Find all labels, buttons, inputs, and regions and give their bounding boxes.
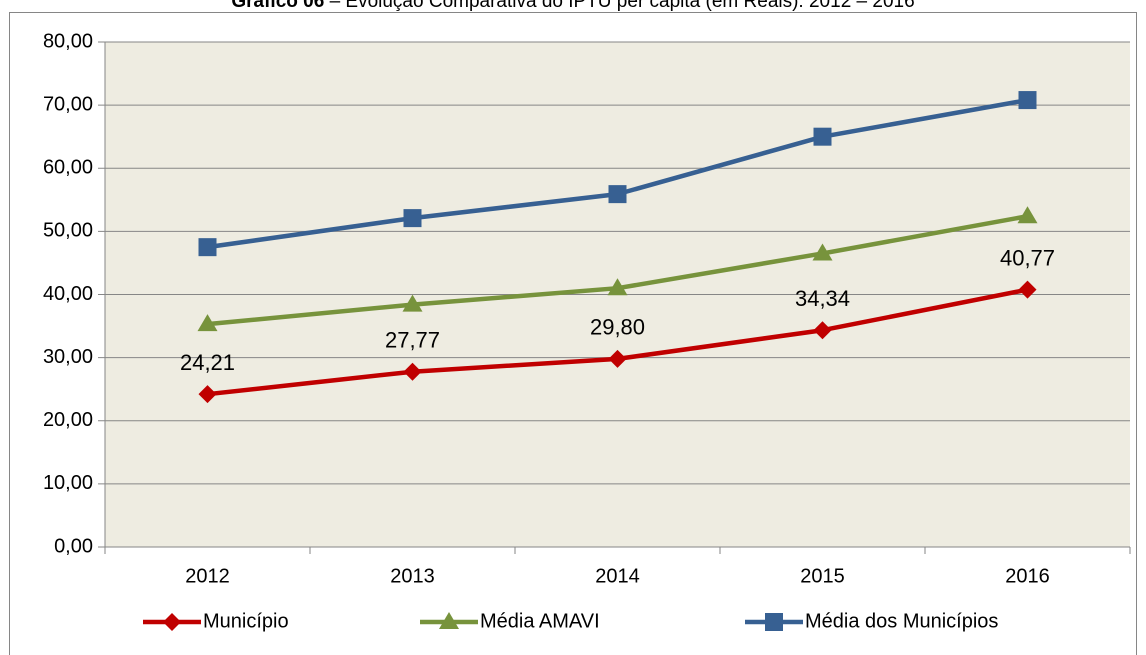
marker — [198, 238, 217, 257]
marker — [1018, 91, 1037, 110]
x-tick-label: 2016 — [1005, 565, 1050, 587]
y-tick-label: 0,00 — [54, 535, 93, 557]
marker — [403, 362, 422, 381]
legend-label: Média AMAVI — [480, 610, 600, 632]
marker — [608, 185, 627, 204]
marker — [813, 321, 832, 340]
marker — [1017, 206, 1038, 224]
marker — [402, 294, 423, 312]
y-tick-label: 50,00 — [43, 220, 93, 242]
y-tick-label: 20,00 — [43, 409, 93, 431]
y-tick-label: 30,00 — [43, 346, 93, 368]
legend-label: Município — [203, 610, 289, 632]
title-text: – Evolução Comparativa do IPTU per capit… — [330, 0, 915, 12]
marker — [439, 612, 459, 629]
marker — [1018, 280, 1037, 299]
data-label: 40,77 — [1000, 245, 1055, 270]
marker — [608, 349, 627, 368]
chart-title: Gráfico 06 – Evolução Comparativa do IPT… — [231, 0, 914, 12]
y-tick-label: 10,00 — [43, 472, 93, 494]
legend-label: Média dos Municípios — [805, 610, 998, 632]
marker — [813, 127, 832, 146]
data-label: 27,77 — [385, 328, 440, 353]
y-tick-label: 70,00 — [43, 93, 93, 115]
x-tick-label: 2015 — [800, 565, 845, 587]
marker — [198, 385, 217, 404]
data-label: 24,21 — [180, 350, 235, 375]
data-label: 29,80 — [590, 315, 645, 340]
title-number: Gráfico 06 — [231, 0, 324, 12]
marker — [812, 243, 833, 261]
marker — [197, 314, 218, 332]
y-tick-label: 60,00 — [43, 157, 93, 179]
y-tick-label: 40,00 — [43, 283, 93, 305]
marker — [765, 613, 783, 631]
marker — [163, 613, 181, 631]
x-tick-label: 2012 — [185, 565, 230, 587]
y-tick-label: 80,00 — [43, 30, 93, 52]
marker — [607, 278, 628, 296]
x-tick-label: 2013 — [390, 565, 435, 587]
marker — [403, 209, 422, 228]
data-label: 34,34 — [795, 286, 850, 311]
x-tick-label: 2014 — [595, 565, 640, 587]
